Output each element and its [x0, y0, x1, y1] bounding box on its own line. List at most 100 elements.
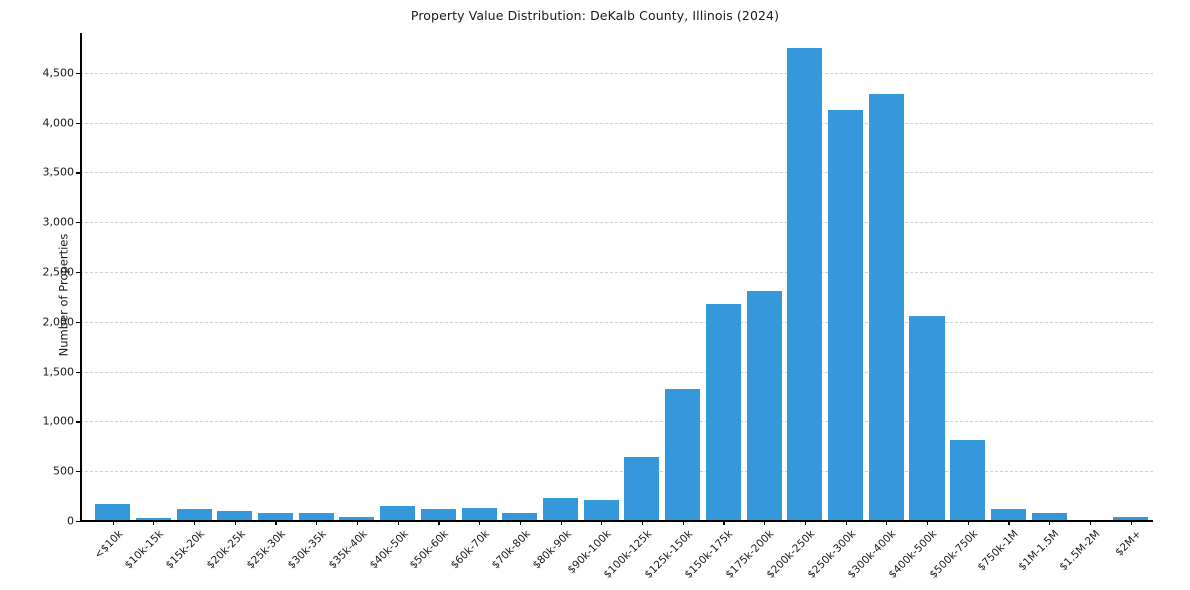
bar [746, 290, 782, 521]
x-axis-tick-mark [194, 521, 196, 525]
gridline [80, 272, 1153, 274]
y-axis-tick-label: 1,500 [42, 365, 75, 379]
bar [176, 508, 212, 521]
bar [380, 505, 416, 521]
x-axis-tick-label: $2M+ [1113, 528, 1144, 559]
bar [828, 109, 864, 521]
y-axis-tick-mark [76, 521, 80, 523]
x-axis-tick-mark [845, 521, 847, 525]
y-axis-tick-label: 4,000 [42, 116, 75, 130]
x-axis-tick-label: $70k-80k [489, 528, 532, 571]
bar [420, 509, 456, 521]
y-axis-tick-label: 1,000 [42, 414, 75, 428]
x-axis-tick-mark [804, 521, 807, 525]
bar [95, 503, 131, 521]
x-axis-tick-mark [641, 521, 644, 525]
x-axis-tick-label-text: $750k-1M [975, 528, 1022, 574]
x-axis-tick-label-text: <$10k [91, 528, 125, 562]
bar [257, 513, 293, 521]
x-axis-tick-mark [682, 521, 684, 525]
x-axis-tick-label: $1.5M-2M [1057, 528, 1102, 573]
bar [217, 510, 253, 521]
chart-title: Property Value Distribution: DeKalb Coun… [410, 8, 780, 23]
x-axis-tick-mark [723, 521, 725, 525]
x-axis-tick-label: $35k-40k [326, 528, 369, 571]
x-axis-tick-mark [926, 521, 929, 525]
x-axis-tick-label: $30k-35k [286, 528, 329, 571]
x-axis-tick-label: $1M-1.5M [1016, 528, 1061, 573]
bar [868, 94, 904, 521]
bar [542, 498, 578, 521]
x-axis-tick-mark [275, 521, 277, 525]
x-axis-tick-mark [560, 521, 562, 525]
y-axis-tick-labels: 0 500 1,000 1,500 2,000 2,500 3,000 3,500 4,000 4… [0, 0, 75, 590]
x-axis-tick-mark [234, 521, 236, 525]
y-axis-tick-label: 500 [53, 464, 74, 478]
y-axis-tick-mark [76, 421, 80, 423]
x-axis-tick-mark [397, 521, 399, 525]
x-axis-tick-label-text: $2M+ [1112, 528, 1144, 559]
x-axis-tick-mark [153, 521, 155, 525]
x-axis-tick-label: $15k-20k [163, 528, 206, 571]
x-axis-tick-label-text: $60k-70k [448, 528, 492, 572]
x-axis-tick-label-text: $1.5M-2M [1057, 528, 1103, 574]
gridline [80, 122, 1153, 124]
y-axis-tick-mark [76, 272, 80, 274]
bar [665, 388, 701, 521]
x-axis-tick-mark [112, 521, 114, 525]
y-axis-tick-label: 2,000 [42, 315, 75, 329]
gridline [80, 222, 1153, 224]
x-axis-tick-label-text: $20k-25k [204, 528, 248, 572]
bar [1113, 517, 1149, 521]
bar [502, 512, 538, 521]
gridline [80, 72, 1153, 74]
y-axis-tick-label: 3,000 [42, 215, 75, 229]
bar [1031, 513, 1067, 521]
x-axis-tick-mark [967, 521, 969, 525]
x-axis-tick-label-text: $70k-80k [489, 528, 533, 572]
y-axis-tick-mark [76, 371, 80, 373]
x-axis-tick-label-text: $35k-40k [326, 528, 370, 572]
bar [990, 509, 1026, 521]
x-axis-tick-label-text: $25k-30k [244, 528, 289, 572]
x-axis-tick-label-text: $15k-20k [163, 528, 207, 572]
x-axis-tick-mark [1130, 521, 1132, 525]
y-axis-tick-label: 4,500 [42, 66, 75, 80]
y-axis-tick-label: 2,500 [42, 265, 75, 279]
gridline [80, 172, 1153, 174]
x-axis-tick-label: $60k-70k [449, 528, 492, 571]
x-axis-tick-label-text: $1M-1.5M [1016, 528, 1062, 574]
y-axis-spine [80, 33, 82, 521]
bar [298, 513, 334, 521]
x-axis-spine [80, 520, 1153, 522]
bar [461, 508, 497, 521]
y-axis-tick-mark [76, 122, 80, 124]
gridline [80, 321, 1153, 323]
y-axis-tick-label: 3,500 [42, 165, 75, 179]
x-axis-tick-label: $20k-25k [204, 528, 247, 571]
bar [135, 518, 171, 521]
y-axis-tick-mark [76, 471, 80, 473]
x-axis-tick-label-text: $10k-15k [122, 528, 167, 572]
y-axis-tick-mark [76, 321, 80, 323]
x-axis-tick-mark [1008, 521, 1010, 525]
bar [583, 500, 619, 521]
x-axis-tick-mark [886, 521, 888, 525]
x-axis-tick-mark [438, 521, 440, 525]
y-axis-tick-mark [76, 222, 80, 224]
y-axis-tick-mark [76, 172, 80, 174]
x-axis-tick-label: $25k-30k [245, 528, 288, 571]
x-axis-tick-label: $750k-1M [976, 528, 1021, 573]
x-axis-tick-label-text: $40k-50k [367, 528, 411, 572]
x-axis-tick-label: $50k-60k [408, 528, 451, 571]
x-axis-tick-mark [601, 521, 603, 525]
bar [339, 516, 375, 521]
plot-background [80, 33, 1153, 521]
bar [624, 456, 660, 521]
x-axis-tick-mark [479, 521, 481, 525]
y-axis-tick-mark [76, 72, 80, 75]
gridline [80, 421, 1153, 423]
bar [705, 303, 741, 521]
gridline [80, 471, 1153, 473]
y-axis-tick-label: 0 [67, 514, 74, 528]
